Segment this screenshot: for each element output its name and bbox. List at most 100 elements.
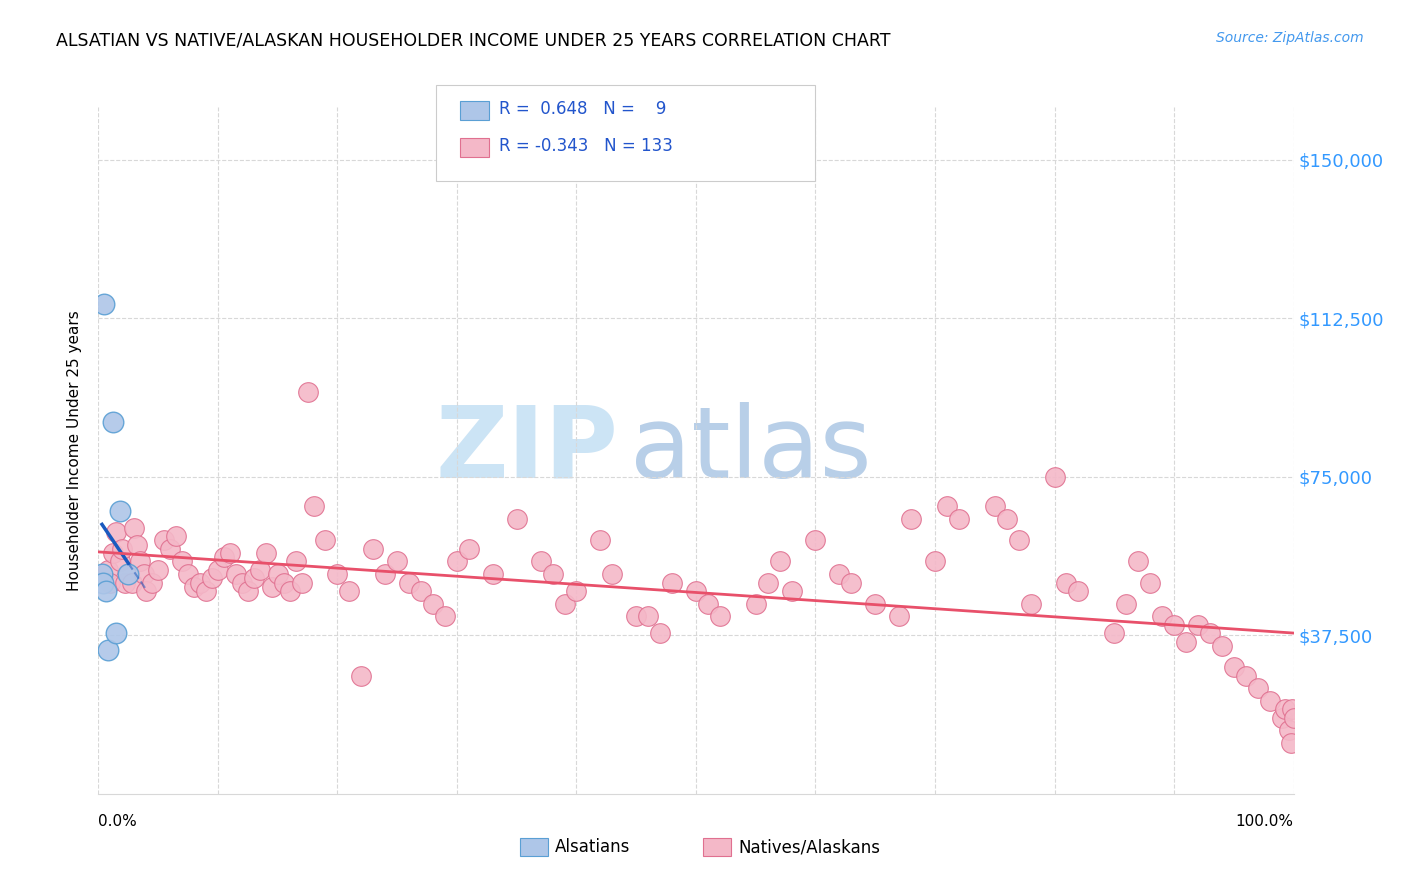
Point [1279,736,1302,750]
Point [267,567,290,582]
Point [1150,609,1173,624]
Point [278,584,301,599]
Point [529,554,551,568]
Point [948,512,970,526]
Point [457,541,479,556]
Point [756,575,779,590]
Point [125,537,148,551]
Point [91,575,114,590]
Text: ZIP: ZIP [436,402,619,499]
Point [117,567,139,582]
Point [101,415,124,429]
Text: Alsatians: Alsatians [555,838,631,856]
Point [1102,626,1125,640]
Point [105,626,128,640]
Point [105,524,128,539]
Point [685,584,707,599]
Point [1281,702,1303,716]
Point [780,584,803,599]
Point [554,597,576,611]
Point [194,584,218,599]
Point [172,554,194,568]
Point [188,575,211,590]
Point [565,584,588,599]
Point [132,567,155,582]
Text: Natives/Alaskans: Natives/Alaskans [738,838,880,856]
Point [433,609,456,624]
Point [661,575,683,590]
Point [541,567,564,582]
Point [135,584,157,599]
Point [411,584,433,599]
Point [804,533,827,548]
Point [148,563,170,577]
Point [290,575,312,590]
Point [98,575,122,590]
Point [385,554,409,568]
Point [273,575,295,590]
Point [114,575,136,590]
Point [141,575,163,590]
Point [1067,584,1090,599]
Point [936,500,959,514]
Point [1054,575,1078,590]
Point [315,533,337,548]
Point [1234,668,1257,682]
Point [159,541,181,556]
Y-axis label: Householder Income Under 25 years: Householder Income Under 25 years [67,310,83,591]
Point [350,668,373,682]
Point [1007,533,1029,548]
Point [1246,681,1268,696]
Point [302,500,325,514]
Point [254,546,277,560]
Point [422,597,444,611]
Point [863,597,887,611]
Point [339,584,360,599]
Point [284,554,307,568]
Point [108,504,131,518]
Point [398,575,420,590]
Point [93,296,115,310]
Point [589,533,612,548]
Point [768,554,790,568]
Point [1019,597,1042,611]
Text: R = -0.343   N = 133: R = -0.343 N = 133 [499,137,673,155]
Point [626,609,648,624]
Point [207,563,229,577]
Point [177,567,200,582]
Point [1163,617,1185,632]
Point [260,580,283,594]
Point [219,546,242,560]
Point [97,643,120,657]
Point [745,597,768,611]
Point [984,500,1007,514]
Point [1278,723,1301,738]
Point [297,385,319,400]
Point [1211,639,1233,653]
Point [225,567,247,582]
Point [1043,470,1066,484]
Point [1271,711,1294,725]
Text: atlas: atlas [630,402,872,499]
Point [1222,660,1246,674]
Point [709,609,731,624]
Point [1175,634,1198,648]
Point [1258,694,1281,708]
Point [129,554,152,568]
Point [900,512,922,526]
Text: ALSATIAN VS NATIVE/ALASKAN HOUSEHOLDER INCOME UNDER 25 YEARS CORRELATION CHART: ALSATIAN VS NATIVE/ALASKAN HOUSEHOLDER I… [56,31,891,49]
Point [249,563,271,577]
Point [236,584,259,599]
Point [1139,575,1161,590]
Point [363,541,385,556]
Text: Source: ZipAtlas.com: Source: ZipAtlas.com [1216,31,1364,45]
Point [121,575,143,590]
Point [446,554,468,568]
Point [637,609,659,624]
Text: 100.0%: 100.0% [1236,814,1294,829]
Text: 0.0%: 0.0% [98,814,138,829]
Point [924,554,946,568]
Point [111,541,134,556]
Point [1115,597,1137,611]
Point [165,529,187,543]
